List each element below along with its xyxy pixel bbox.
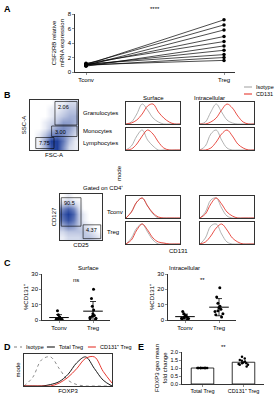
svg-text:FOXP3 geo meanfold change: FOXP3 geo meanfold change xyxy=(154,344,168,392)
svg-text:mode: mode xyxy=(15,362,21,378)
svg-text:Monocytes: Monocytes xyxy=(83,128,112,134)
svg-text:CD127: CD127 xyxy=(51,207,57,226)
svg-text:Intracellular: Intracellular xyxy=(194,95,225,101)
svg-text:6: 6 xyxy=(68,26,72,32)
svg-text:Tconv: Tconv xyxy=(78,77,94,83)
svg-text:Lymphocytes: Lymphocytes xyxy=(83,140,118,146)
svg-text:Surface: Surface xyxy=(143,95,164,101)
svg-text:8: 8 xyxy=(68,11,72,17)
svg-text:Total Treg: Total Treg xyxy=(190,388,214,394)
svg-text:**: ** xyxy=(221,344,226,350)
svg-text:Granulocytes: Granulocytes xyxy=(83,110,118,116)
svg-text:E: E xyxy=(138,342,144,352)
svg-text:B: B xyxy=(4,90,11,100)
svg-text:FSC-A: FSC-A xyxy=(45,152,63,158)
svg-text:Treg: Treg xyxy=(87,325,99,331)
svg-text:%CD131⁺: %CD131⁺ xyxy=(149,284,155,310)
svg-text:CD25: CD25 xyxy=(73,242,89,248)
svg-text:Tconv: Tconv xyxy=(107,209,123,215)
svg-text:1.0: 1.0 xyxy=(170,365,178,371)
svg-text:Intracellular: Intracellular xyxy=(169,265,200,271)
svg-text:mode: mode xyxy=(116,165,122,181)
svg-text:0.0: 0.0 xyxy=(170,381,178,387)
svg-text:Total Treg: Total Treg xyxy=(59,344,83,350)
svg-text:1.5: 1.5 xyxy=(170,357,178,363)
svg-text:30: 30 xyxy=(31,271,38,277)
svg-text:FOXP3: FOXP3 xyxy=(58,388,78,394)
svg-text:10: 10 xyxy=(157,302,164,308)
svg-text:0.5: 0.5 xyxy=(170,373,178,379)
svg-text:A: A xyxy=(4,4,11,14)
svg-text:30: 30 xyxy=(157,271,164,277)
svg-text:2.06: 2.06 xyxy=(58,104,69,110)
svg-text:SSC-A: SSC-A xyxy=(21,116,27,134)
svg-text:90.5: 90.5 xyxy=(64,200,75,206)
svg-text:ns: ns xyxy=(73,277,79,283)
svg-text:2.0: 2.0 xyxy=(170,349,178,355)
svg-text:0: 0 xyxy=(161,317,165,323)
svg-text:Isotype: Isotype xyxy=(256,84,274,90)
svg-text:3.00: 3.00 xyxy=(55,129,66,135)
svg-text:%CD131⁺: %CD131⁺ xyxy=(23,284,29,310)
svg-text:Isotype: Isotype xyxy=(26,344,44,350)
svg-text:20: 20 xyxy=(157,286,164,292)
svg-text:D: D xyxy=(4,342,11,352)
svg-text:CSF2RB relativemRNA expression: CSF2RB relativemRNA expression xyxy=(51,19,65,67)
svg-text:20: 20 xyxy=(31,286,38,292)
svg-text:4: 4 xyxy=(68,40,72,46)
svg-text:Tconv: Tconv xyxy=(177,325,193,331)
svg-text:CD131: CD131 xyxy=(169,248,188,254)
svg-text:Treg: Treg xyxy=(218,77,230,83)
svg-text:Gated on CD4⁺: Gated on CD4⁺ xyxy=(83,185,123,191)
svg-text:4.37: 4.37 xyxy=(86,227,97,233)
svg-text:0: 0 xyxy=(35,317,39,323)
svg-text:10: 10 xyxy=(31,302,38,308)
svg-text:****: **** xyxy=(150,6,160,12)
svg-text:0: 0 xyxy=(68,69,72,75)
svg-text:7.75: 7.75 xyxy=(39,140,50,146)
svg-text:CD131: CD131 xyxy=(256,91,273,97)
svg-text:CD131⁺ Treg: CD131⁺ Treg xyxy=(100,344,132,350)
svg-text:Treg: Treg xyxy=(213,325,225,331)
svg-text:CD131⁺ Treg: CD131⁺ Treg xyxy=(228,388,260,394)
svg-text:C: C xyxy=(4,258,11,268)
svg-text:Tconv: Tconv xyxy=(51,325,67,331)
svg-text:Treg: Treg xyxy=(107,229,119,235)
svg-text:**: ** xyxy=(200,277,205,283)
svg-text:Surface: Surface xyxy=(78,265,99,271)
svg-text:2: 2 xyxy=(68,55,72,61)
